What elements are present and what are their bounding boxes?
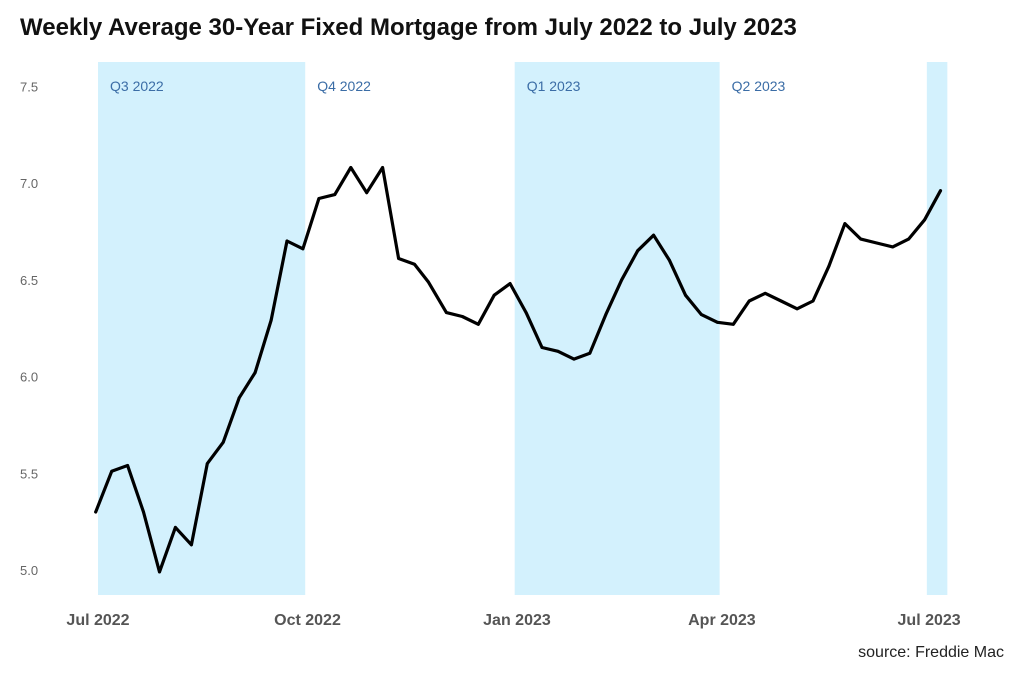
x-tick-label: Oct 2022 <box>274 612 341 629</box>
data-point <box>907 237 910 241</box>
data-point <box>158 570 161 574</box>
data-point <box>731 322 735 326</box>
data-point <box>460 315 464 318</box>
y-tick-label: 6.0 <box>20 370 38 385</box>
data-point <box>413 262 416 266</box>
data-point <box>349 166 353 169</box>
data-point <box>190 543 193 547</box>
y-axis-ticks: 5.0 5.5 6.0 6.5 7.0 7.5 <box>20 79 38 578</box>
x-tick-label: Jan 2023 <box>483 612 551 629</box>
data-point <box>795 307 799 311</box>
quarter-label: Q1 2023 <box>527 78 581 94</box>
data-point <box>221 440 225 444</box>
data-point <box>508 282 512 285</box>
data-point <box>875 241 879 245</box>
chart-title: Weekly Average 30-Year Fixed Mortgage fr… <box>20 14 797 41</box>
quarter-band <box>926 62 948 595</box>
y-tick-label: 7.5 <box>20 79 38 94</box>
data-point <box>923 218 926 222</box>
data-point <box>843 222 847 226</box>
data-point <box>939 189 942 193</box>
quarter-band <box>514 62 720 595</box>
y-tick-label: 6.5 <box>20 273 38 288</box>
source-note: source: Freddie Mac <box>858 644 1004 661</box>
series-line <box>94 165 943 574</box>
data-point <box>811 299 815 303</box>
data-point <box>110 469 114 473</box>
data-point <box>285 239 289 243</box>
data-point <box>492 293 496 297</box>
quarter-label: Q2 2023 <box>732 78 786 94</box>
data-point <box>94 510 98 514</box>
data-point <box>381 166 384 169</box>
data-point <box>333 193 337 197</box>
data-point <box>426 280 430 284</box>
data-point <box>668 259 671 262</box>
data-point <box>317 197 321 200</box>
data-point <box>142 510 145 514</box>
series-layer <box>94 165 943 574</box>
data-point <box>269 319 273 322</box>
data-point <box>205 462 209 465</box>
data-point <box>572 357 576 361</box>
data-point <box>524 311 528 314</box>
data-point <box>652 233 655 237</box>
y-tick-label: 7.0 <box>20 176 38 191</box>
data-point <box>174 526 177 529</box>
data-point <box>397 257 400 260</box>
quarter-band <box>98 62 306 595</box>
x-tick-label: Apr 2023 <box>688 612 756 629</box>
data-point <box>540 346 544 349</box>
data-point <box>445 311 448 314</box>
data-point <box>588 351 592 355</box>
data-point <box>779 299 783 303</box>
data-point <box>604 313 608 316</box>
data-point <box>827 264 831 268</box>
y-tick-label: 5.5 <box>20 466 38 481</box>
x-axis-ticks: Jul 2022 Oct 2022 Jan 2023 Apr 2023 Jul 2023 <box>66 612 960 629</box>
data-point <box>763 291 767 295</box>
data-point <box>620 278 624 282</box>
x-tick-label: Jul 2023 <box>898 612 961 629</box>
data-point <box>237 396 241 400</box>
x-tick-label: Jul 2022 <box>66 612 129 629</box>
data-point <box>365 191 369 195</box>
data-point <box>891 245 895 249</box>
data-point <box>556 349 560 353</box>
data-point <box>747 299 751 303</box>
quarter-shading <box>98 62 948 595</box>
data-point <box>476 322 480 326</box>
quarter-label: Q4 2022 <box>317 78 371 94</box>
quarter-label: Q3 2022 <box>110 78 164 94</box>
data-point <box>301 247 305 251</box>
data-point <box>636 249 640 253</box>
data-point <box>700 313 703 316</box>
data-point <box>859 237 863 241</box>
y-tick-label: 5.0 <box>20 563 38 578</box>
data-point <box>716 320 719 324</box>
data-point <box>253 371 257 374</box>
data-point <box>126 464 129 467</box>
data-point <box>684 293 687 297</box>
quarter-labels: Q3 2022 Q4 2022 Q1 2023 Q2 2023 <box>110 78 786 94</box>
